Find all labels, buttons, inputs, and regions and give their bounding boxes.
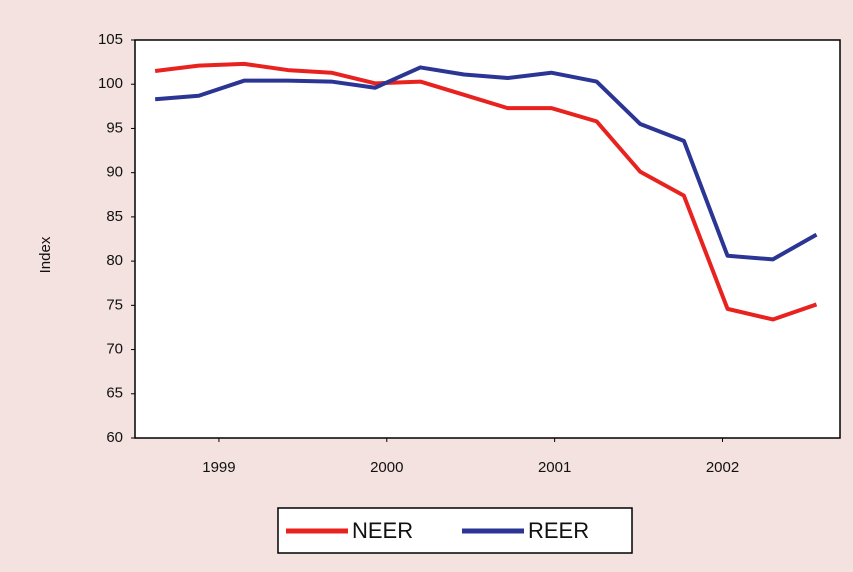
legend-label: NEER: [352, 518, 413, 543]
y-tick-label: 60: [106, 429, 123, 446]
x-tick-label: 2000: [370, 459, 403, 476]
y-tick-label: 85: [106, 208, 123, 225]
legend-label: REER: [528, 518, 589, 543]
y-tick-label: 70: [106, 341, 123, 358]
y-tick-label: 80: [106, 252, 123, 269]
x-tick-label: 2002: [706, 459, 739, 476]
y-tick-label: 95: [106, 119, 123, 136]
x-tick-label: 2001: [538, 459, 571, 476]
y-tick-label: 65: [106, 385, 123, 402]
y-tick-label: 100: [98, 75, 123, 92]
plot-area: [134, 39, 841, 439]
y-axis-label: Index: [37, 236, 54, 273]
series-line: [154, 61, 818, 322]
series-line: [154, 65, 818, 262]
y-tick-label: 105: [98, 31, 123, 48]
y-tick-label: 90: [106, 164, 123, 181]
x-tick-label: 1999: [202, 459, 235, 476]
y-tick-label: 75: [106, 296, 123, 313]
